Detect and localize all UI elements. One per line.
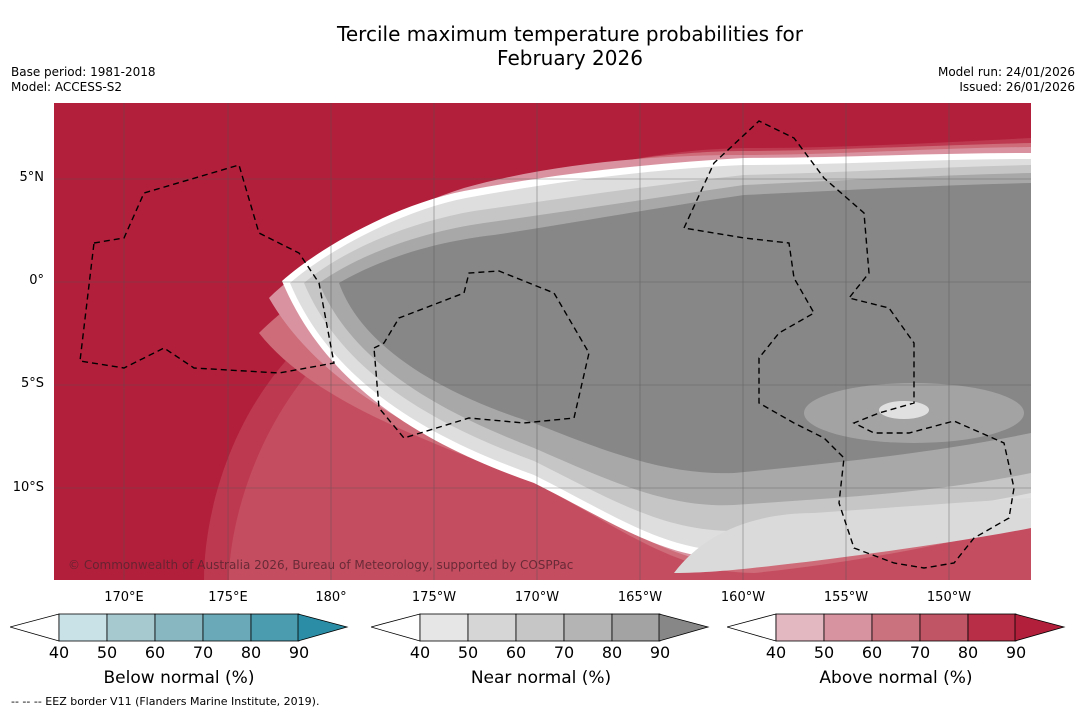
- cb-above-tick-90: 90: [1005, 643, 1027, 662]
- colorbar-near-arrow-high: [658, 613, 710, 642]
- cb-below-tick-80: 80: [240, 643, 262, 662]
- lat-label-0: 0°: [29, 273, 44, 288]
- colorbar-above-arrow-high: [1014, 613, 1066, 642]
- cb-near-tick-70: 70: [553, 643, 575, 662]
- colorbar-segment: [515, 613, 565, 642]
- meta-left: Base period: 1981-2018 Model: ACCESS-S2: [11, 65, 156, 95]
- eez-footnote: -- -- -- EEZ border V11 (Flanders Marine…: [11, 695, 320, 708]
- lon-label-175w: 175°W: [411, 590, 457, 605]
- colorbar-near-svg: [371, 613, 710, 642]
- colorbar-segment: [250, 613, 300, 642]
- model-name: Model: ACCESS-S2: [11, 80, 123, 94]
- lon-label-150w: 150°W: [926, 590, 972, 605]
- title-line-1: Tercile maximum temperature probabilitie…: [337, 22, 803, 46]
- colorbar-above-arrow-low: [727, 613, 777, 642]
- copyright-note: © Commonwealth of Australia 2026, Bureau…: [68, 558, 574, 572]
- colorbar-segment: [58, 613, 108, 642]
- colorbar-above-label: Above normal (%): [819, 668, 973, 688]
- cb-near-tick-80: 80: [601, 643, 623, 662]
- colorbar-segment: [202, 613, 252, 642]
- lon-label-165w: 165°W: [617, 590, 663, 605]
- cb-above-tick-70: 70: [909, 643, 931, 662]
- lat-label-5s: 5°S: [20, 376, 44, 391]
- lon-label-155w: 155°W: [823, 590, 869, 605]
- colorbar-segment: [563, 613, 613, 642]
- map-title: Tercile maximum temperature probabilitie…: [0, 22, 1085, 70]
- eez-borders: [79, 120, 1015, 569]
- lon-label-170w: 170°W: [514, 590, 560, 605]
- cb-above-tick-60: 60: [861, 643, 883, 662]
- cb-below-tick-40: 40: [48, 643, 70, 662]
- eez-phoenix: [373, 270, 590, 439]
- lat-label-10s: 10°S: [12, 480, 44, 495]
- colorbar-segment: [154, 613, 204, 642]
- colorbar-segment: [106, 613, 156, 642]
- colorbar-below-segments: [58, 613, 300, 642]
- cb-above-tick-80: 80: [957, 643, 979, 662]
- lon-label-170e: 170°E: [104, 590, 144, 605]
- cb-below-tick-60: 60: [144, 643, 166, 662]
- colorbar-segment: [823, 613, 873, 642]
- lon-label-180: 180°: [315, 590, 347, 605]
- cb-below-tick-70: 70: [192, 643, 214, 662]
- cb-above-tick-50: 50: [813, 643, 835, 662]
- cb-near-tick-40: 40: [409, 643, 431, 662]
- cb-above-tick-40: 40: [765, 643, 787, 662]
- colorbar-segment: [871, 613, 921, 642]
- colorbar-segment: [967, 613, 1017, 642]
- issued-date: Issued: 26/01/2026: [959, 80, 1075, 94]
- cb-near-tick-50: 50: [457, 643, 479, 662]
- colorbar-segment: [775, 613, 825, 642]
- title-line-2: February 2026: [497, 46, 643, 70]
- colorbar-near-normal: [371, 612, 711, 644]
- colorbar-above-segments: [775, 613, 1017, 642]
- cb-near-tick-90: 90: [649, 643, 671, 662]
- base-period: Base period: 1981-2018: [11, 65, 156, 79]
- colorbar-near-segments: [419, 613, 661, 642]
- region-near-east-light: [879, 401, 929, 419]
- colorbar-segment: [611, 613, 661, 642]
- colorbar-below-arrow-high: [297, 613, 349, 642]
- colorbar-below-arrow-low: [10, 613, 60, 642]
- colorbar-above-normal: [727, 612, 1067, 644]
- graticule: [54, 103, 1031, 580]
- cb-near-tick-60: 60: [505, 643, 527, 662]
- colorbar-near-label: Near normal (%): [470, 668, 612, 688]
- colorbar-above-svg: [727, 613, 1066, 642]
- colorbar-segment: [467, 613, 517, 642]
- lon-label-160w: 160°W: [720, 590, 766, 605]
- colorbar-below-normal: [10, 612, 350, 644]
- cb-below-tick-90: 90: [288, 643, 310, 662]
- lon-label-175e: 175°E: [208, 590, 248, 605]
- eez-line-islands: [682, 120, 1015, 569]
- eez-kiribati-west: [79, 164, 335, 374]
- cb-below-tick-50: 50: [96, 643, 118, 662]
- colorbar-below-svg: [10, 613, 349, 642]
- lat-label-5n: 5°N: [19, 170, 45, 185]
- probability-map: [54, 103, 1031, 580]
- colorbar-near-arrow-low: [371, 613, 421, 642]
- colorbar-segment: [919, 613, 969, 642]
- colorbar-segment: [419, 613, 469, 642]
- meta-right: Model run: 24/01/2026 Issued: 26/01/2026: [938, 65, 1075, 95]
- region-near-southeast: [674, 498, 1031, 573]
- map-svg: [54, 103, 1031, 580]
- model-run: Model run: 24/01/2026: [937, 65, 1075, 79]
- colorbar-below-label: Below normal (%): [103, 668, 255, 688]
